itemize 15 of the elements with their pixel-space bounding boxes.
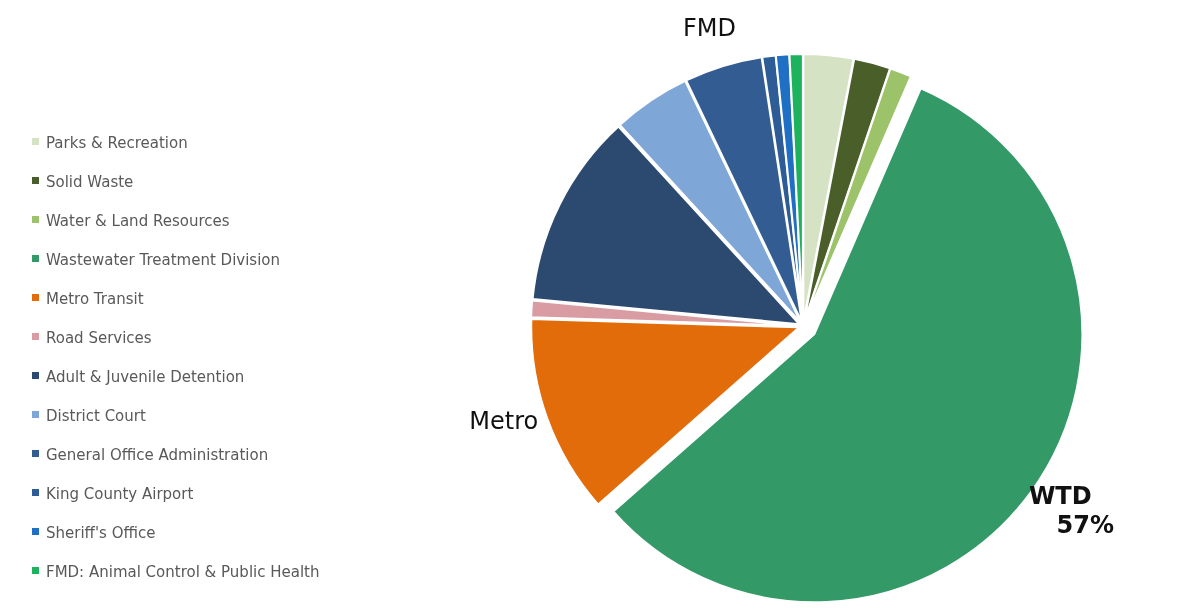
legend-label: Wastewater Treatment Division: [46, 251, 281, 270]
legend-label: Road Services: [46, 329, 152, 348]
legend-label: FMD: Animal Control & Public Health: [46, 563, 320, 582]
legend-label: King County Airport: [46, 485, 194, 504]
legend-label: General Office Administration: [46, 446, 269, 465]
text: Metro: [469, 406, 539, 435]
legend-label: Metro Transit: [46, 290, 144, 309]
legend-label: Solid Waste: [46, 173, 134, 192]
legend-label: Adult & Juvenile Detention: [46, 368, 245, 387]
legend-label: Water & Land Resources: [46, 212, 230, 231]
text: FMD: [683, 14, 736, 43]
legend-label: Sheriff's Office: [46, 524, 156, 543]
legend-label: Parks & Recreation: [46, 134, 188, 153]
text: WTD 57%: [1028, 482, 1114, 539]
legend-label: District Court: [46, 407, 146, 426]
